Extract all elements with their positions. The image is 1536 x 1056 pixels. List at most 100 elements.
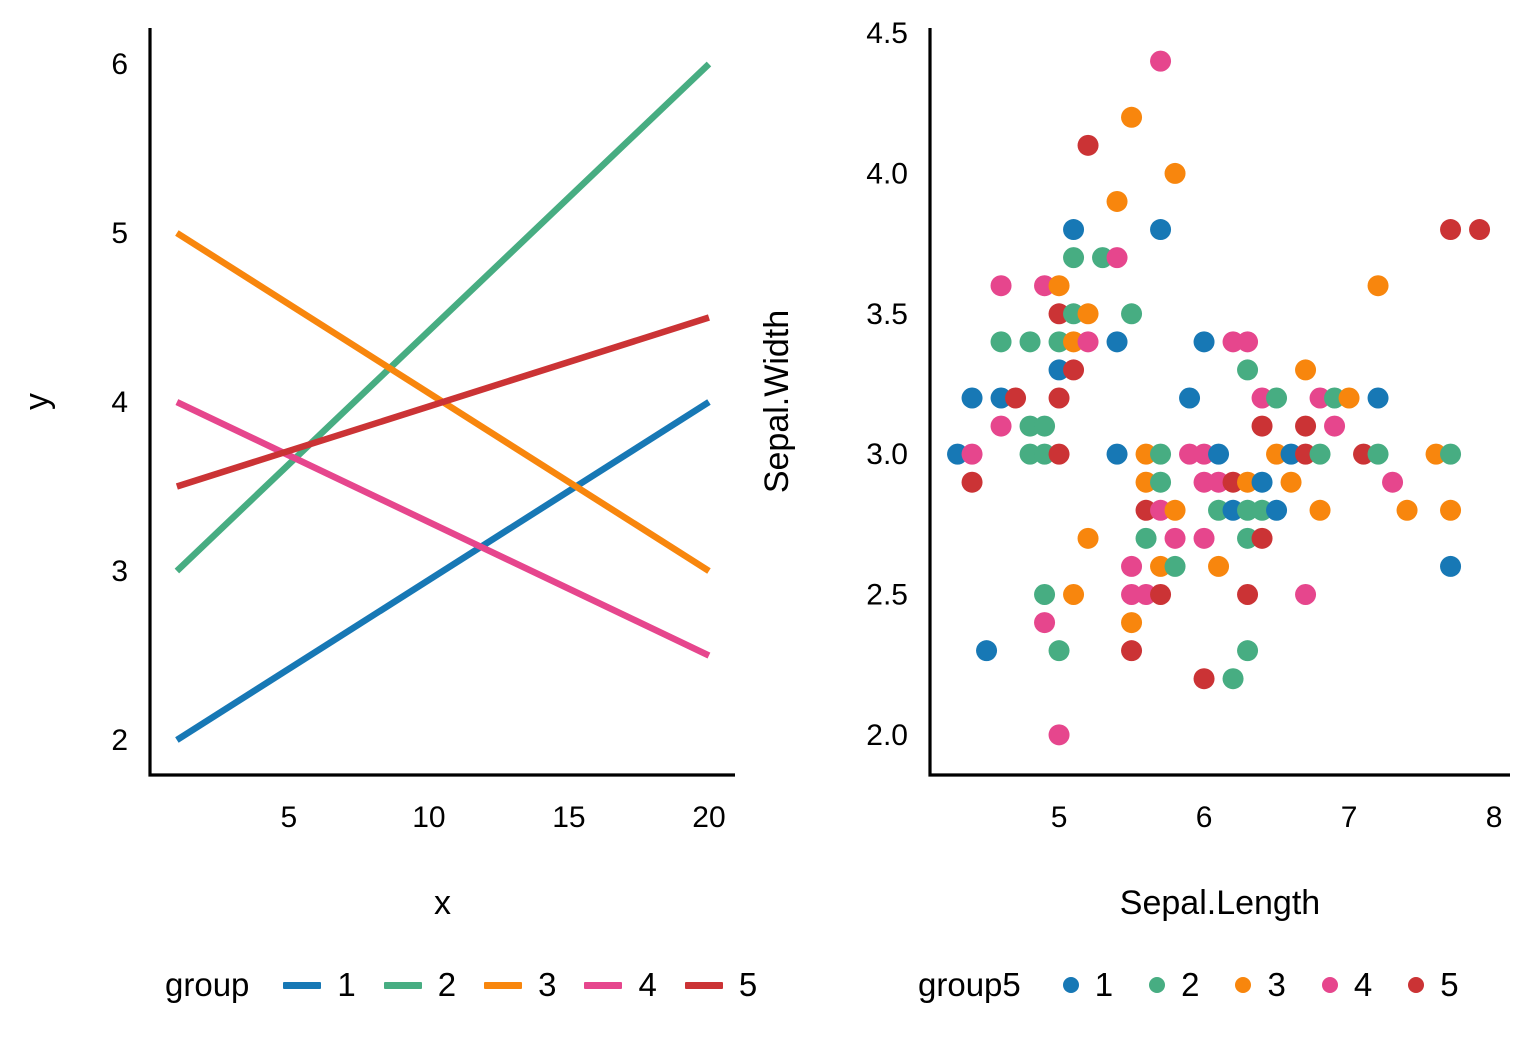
x-tick-label: 20	[692, 801, 725, 834]
scatter-point-group-3	[1338, 387, 1360, 409]
scatter-point-group-2	[1309, 443, 1331, 465]
scatter-point-group-2	[1063, 247, 1085, 269]
scatter-point-group-4	[1193, 471, 1215, 493]
scatter-point-group-5	[1295, 415, 1317, 437]
scatter-point-group-5	[1251, 415, 1273, 437]
legend-line-swatch	[484, 981, 523, 989]
legend-item-1: 1	[1062, 966, 1113, 1004]
scatter-point-group-1	[1440, 555, 1462, 577]
scatter-point-group-3	[1440, 499, 1462, 521]
legend-line-swatch	[584, 981, 623, 989]
legend-item-5: 5	[1408, 966, 1459, 1004]
scatter-point-group-5	[1005, 387, 1027, 409]
legend-item-5: 5	[684, 966, 758, 1004]
scatter-point-group-1	[1179, 387, 1201, 409]
y-tick-label: 3.0	[866, 438, 908, 471]
scatter-point-group-1	[976, 640, 998, 662]
scatter-point-group-4	[1179, 443, 1201, 465]
scatter-point-group-5	[1048, 303, 1070, 325]
scatter-point-group-3	[1266, 443, 1288, 465]
scatter-point-group-2	[990, 331, 1012, 353]
scatter-point-group-3	[1048, 275, 1070, 297]
legend-dot-swatch	[1321, 977, 1338, 993]
scatter-point-group-4	[1034, 612, 1056, 634]
axis-lines	[928, 28, 1510, 777]
x-axis-title: Sepal.Length	[1120, 884, 1320, 922]
scatter-point-group-4	[1295, 583, 1317, 605]
legend-dot-swatch	[1235, 977, 1252, 993]
scatter-point-group-2	[1048, 331, 1070, 353]
scatter-point-group-5	[1048, 443, 1070, 465]
scatter-point-group-1	[1150, 219, 1172, 241]
scatter-point-group-1	[1208, 443, 1230, 465]
scatter-point-group-4	[1034, 275, 1056, 297]
legend-item-label: 4	[638, 966, 657, 1003]
scatter-point-group-2	[1150, 443, 1172, 465]
scatter-point-group-3	[1237, 471, 1259, 493]
scatter-point-group-3	[1135, 443, 1157, 465]
scatter-point-group-2	[1237, 640, 1259, 662]
scatter-point-group-4	[1309, 387, 1331, 409]
scatter-point-group-2	[1034, 583, 1056, 605]
legend-line-swatch	[283, 981, 322, 989]
y-tick-label: 4	[111, 386, 128, 419]
scatter-point-group-2	[1440, 443, 1462, 465]
scatter-point-group-3	[1396, 499, 1418, 521]
scatter-point-group-5	[1150, 583, 1172, 605]
x-tick-label: 7	[1341, 801, 1358, 834]
scatter-point-group-4	[990, 415, 1012, 437]
scatter-point-group-3	[1164, 499, 1186, 521]
legend-item-label: 5	[1440, 966, 1459, 1003]
legend-item-2: 2	[383, 966, 456, 1004]
trend-line-group-1	[175, 399, 711, 743]
legend-item-4: 4	[584, 966, 657, 1004]
legend-item-label: 5	[738, 966, 758, 1003]
scatter-point-group-2	[1135, 527, 1157, 549]
trend-line-group-5	[175, 314, 710, 490]
scatter-point-group-1	[1193, 331, 1215, 353]
y-axis-title: Sepal.Width	[758, 310, 796, 493]
scatter-point-group-3	[1208, 555, 1230, 577]
scatter-point-group-2	[1019, 443, 1041, 465]
scatter-point-group-5	[1353, 443, 1375, 465]
scatter-point-group-3	[1164, 162, 1186, 184]
trend-line-group-4	[175, 399, 711, 659]
scatter-point-group-3	[1295, 359, 1317, 381]
scatter-point-group-3	[1150, 555, 1172, 577]
scatter-point-group-4	[1121, 555, 1143, 577]
x-tick-label: 6	[1196, 801, 1213, 834]
trend-line-group-2	[174, 61, 712, 574]
y-axis-title: y	[18, 393, 56, 410]
scatter-point-group-4	[1251, 387, 1273, 409]
scatter-point-group-5	[1237, 583, 1259, 605]
scatter-point-group-2	[1019, 415, 1041, 437]
legend-line-swatch	[684, 981, 723, 989]
x-tick-label: 10	[412, 801, 445, 834]
legend-item-label: 3	[1267, 966, 1286, 1003]
scatter-point-group-1	[1280, 443, 1302, 465]
scatter-point-group-1	[990, 387, 1012, 409]
x-tick-label: 15	[552, 801, 585, 834]
scatter-point-group-3	[1135, 471, 1157, 493]
scatter-point-group-4	[1121, 583, 1143, 605]
legend-item-label: 2	[1181, 966, 1200, 1003]
y-tick-label: 6	[111, 48, 128, 81]
x-tick-label: 5	[281, 801, 298, 834]
scatter-point-group-2	[1034, 415, 1056, 437]
scatter-point-group-1	[947, 443, 969, 465]
scatter-point-group-3	[1063, 583, 1085, 605]
scatter-point-group-2	[1164, 555, 1186, 577]
scatter-point-group-5	[1295, 443, 1317, 465]
scatter-point-group-5	[1469, 219, 1491, 241]
scatter-point-group-1	[1266, 499, 1288, 521]
scatter-point-group-1	[1367, 387, 1389, 409]
scatter-point-group-4	[1135, 583, 1157, 605]
legend-title: group	[165, 966, 250, 1003]
legend-item-3: 3	[484, 966, 556, 1004]
scatter-point-group-5	[1135, 499, 1157, 521]
legend-scatter-chart: group5 1 2 3 4 5	[918, 962, 1459, 1008]
y-tick-label: 5	[111, 217, 128, 250]
scatter-point-group-5	[961, 471, 983, 493]
scatter-point-group-2	[1092, 247, 1114, 269]
scatter-point-group-2	[1150, 471, 1172, 493]
